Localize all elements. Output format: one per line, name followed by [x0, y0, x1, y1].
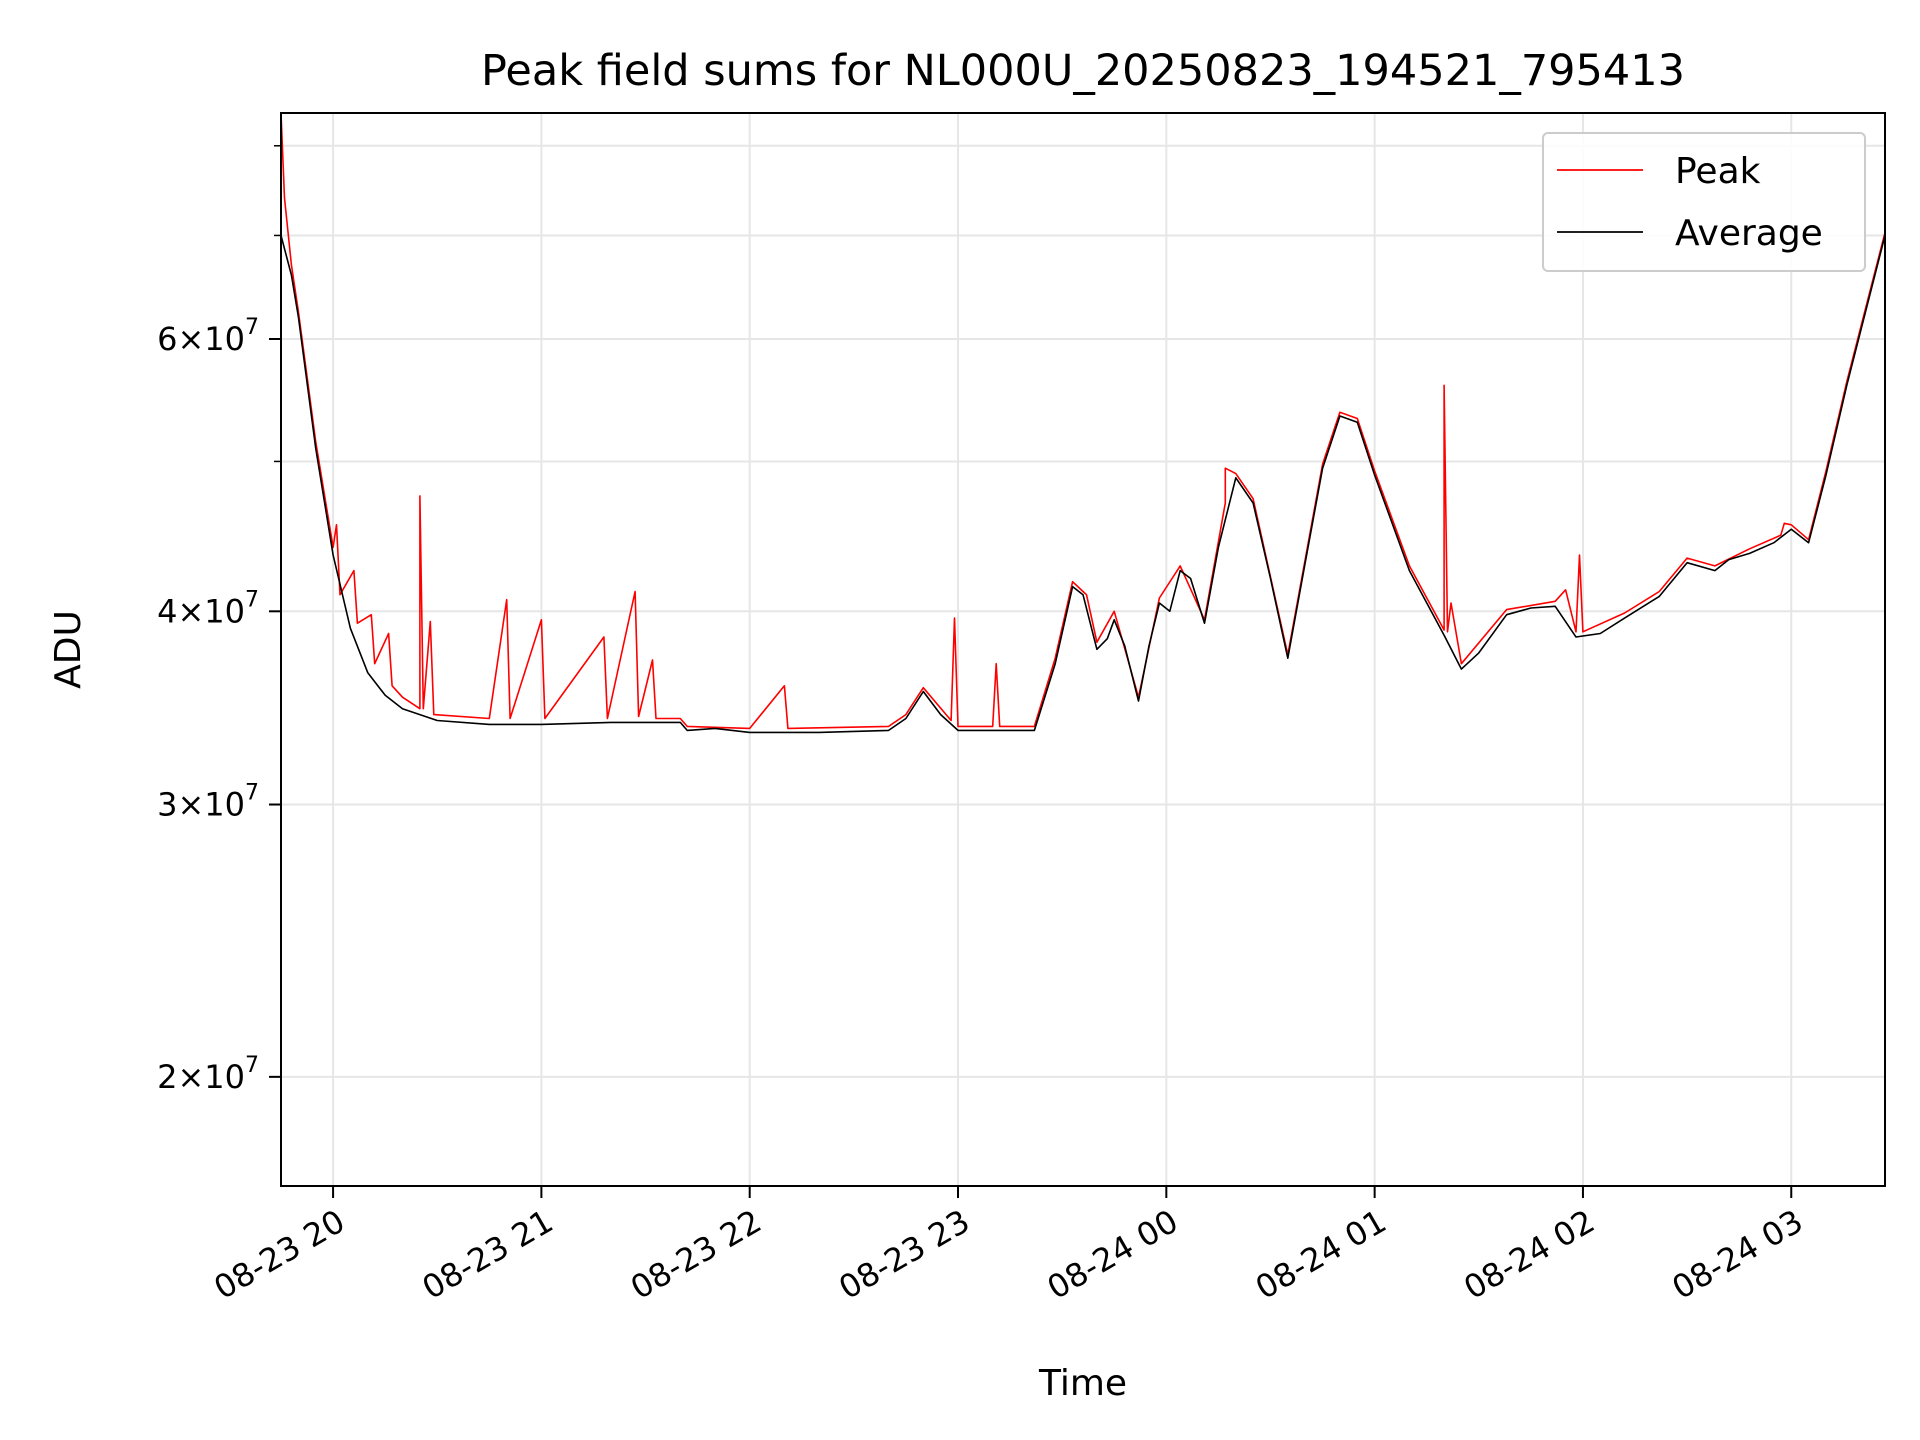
y-tick-label: 4×107	[157, 587, 259, 630]
y-axis-label: ADU	[48, 610, 89, 689]
chart-title: Peak field sums for NL000U_20250823_1945…	[481, 46, 1685, 96]
series-line-average	[281, 235, 1885, 734]
y-tick-label: 6×107	[157, 315, 259, 358]
grid	[281, 113, 1885, 1186]
legend: Peak Average	[1542, 132, 1866, 272]
series-line-peak	[281, 113, 1885, 730]
plot-frame	[280, 112, 1886, 1187]
x-axis-label: Time	[1038, 1363, 1127, 1404]
y-tick-label: 2×107	[157, 1053, 259, 1096]
legend-label-average: Average	[1675, 213, 1823, 254]
legend-box	[1542, 132, 1866, 272]
series-layer	[281, 113, 1885, 734]
legend-label-peak: Peak	[1675, 151, 1761, 192]
y-tick-label: 3×107	[157, 781, 259, 824]
